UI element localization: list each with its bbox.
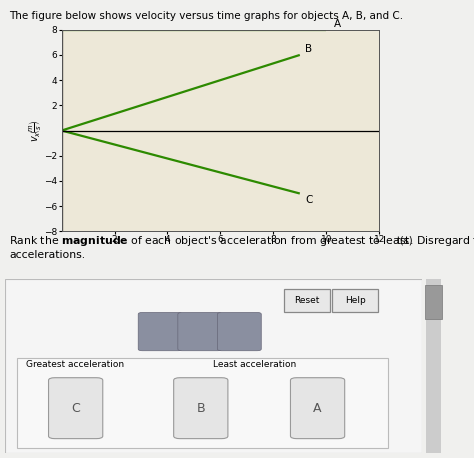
Text: Reset: Reset bbox=[294, 296, 320, 305]
Text: B: B bbox=[305, 44, 312, 54]
FancyBboxPatch shape bbox=[291, 378, 345, 439]
FancyBboxPatch shape bbox=[284, 289, 330, 311]
FancyBboxPatch shape bbox=[332, 289, 378, 311]
Text: Help: Help bbox=[345, 296, 365, 305]
FancyBboxPatch shape bbox=[218, 312, 261, 351]
Text: Greatest acceleration: Greatest acceleration bbox=[26, 360, 124, 369]
Text: Rank the $\mathbf{magnitude}$ of each object's acceleration from greatest to lea: Rank the $\mathbf{magnitude}$ of each ob… bbox=[9, 234, 474, 260]
Y-axis label: $v_x\!\left(\!\frac{m}{s}\!\right)$: $v_x\!\left(\!\frac{m}{s}\!\right)$ bbox=[27, 120, 43, 142]
FancyBboxPatch shape bbox=[425, 284, 442, 319]
Text: The figure below shows velocity versus time graphs for objects A, B, and C.: The figure below shows velocity versus t… bbox=[9, 11, 403, 22]
FancyBboxPatch shape bbox=[48, 378, 103, 439]
Bar bbox=[17, 358, 389, 448]
Bar bbox=[426, 279, 441, 453]
FancyBboxPatch shape bbox=[173, 378, 228, 439]
X-axis label: t(s): t(s) bbox=[396, 235, 413, 245]
Text: B: B bbox=[197, 402, 205, 414]
Text: A: A bbox=[313, 402, 322, 414]
FancyBboxPatch shape bbox=[178, 312, 222, 351]
Text: C: C bbox=[305, 195, 312, 205]
Text: A: A bbox=[334, 18, 341, 28]
Text: Least acceleration: Least acceleration bbox=[213, 360, 297, 369]
Text: C: C bbox=[71, 402, 80, 414]
FancyBboxPatch shape bbox=[138, 312, 182, 351]
